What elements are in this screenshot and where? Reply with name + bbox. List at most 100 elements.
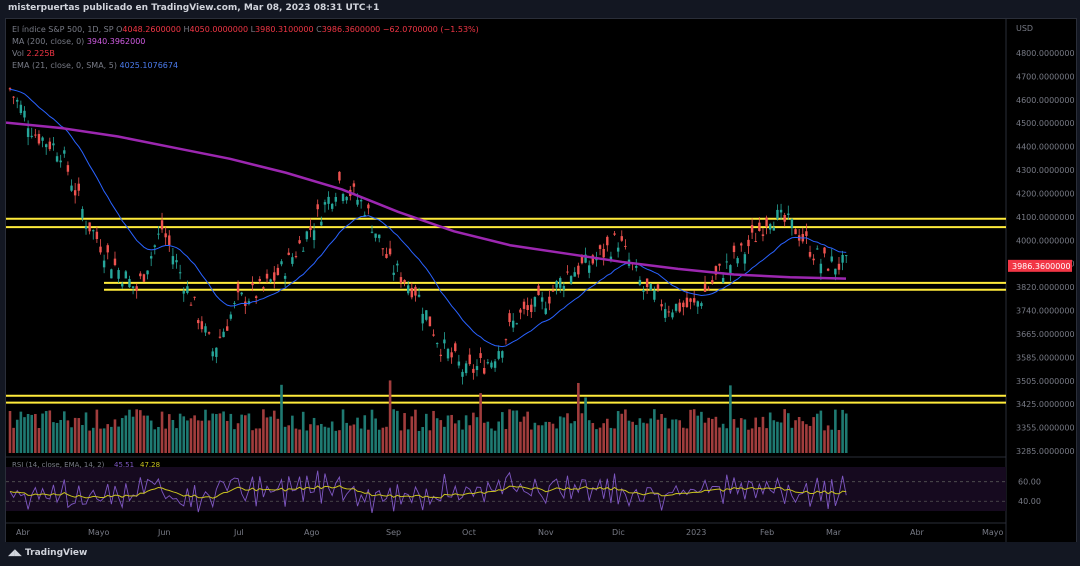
rsi-level-label: 60.00 (1018, 478, 1041, 487)
volume-bar (348, 425, 352, 453)
candle-body (287, 252, 290, 255)
candle-body (479, 353, 482, 358)
candle-body (682, 302, 685, 308)
candle-body (779, 209, 783, 213)
volume-bar (616, 411, 620, 453)
volume-bar (729, 385, 732, 453)
volume-bar (490, 428, 493, 453)
candle-body (540, 297, 544, 302)
volume-bar (783, 409, 786, 453)
volume-bar (779, 422, 783, 453)
volume-bar (624, 409, 627, 453)
candle-body (747, 239, 750, 247)
price-tick-label: 4600.0000000 (1016, 96, 1075, 105)
volume-bar (562, 417, 566, 453)
volume-bar (175, 428, 178, 453)
volume-bar (435, 418, 439, 453)
candle-body (309, 226, 312, 230)
chart-svg[interactable]: USD 4800.0000000 4700.0000000 4600.0000000 4… (5, 19, 1076, 543)
candle-body (81, 208, 84, 219)
candle-body (327, 196, 330, 204)
candle-body (63, 150, 66, 154)
candle-body (696, 301, 699, 307)
candle-body (772, 227, 776, 231)
candle-body (291, 257, 294, 264)
volume-bar (153, 429, 157, 453)
candle-body (689, 298, 692, 302)
chart-legend: El índice S&P 500, 1D, SP O4048.2600000 … (12, 24, 479, 72)
volume-bar (392, 409, 396, 453)
candle-body (12, 96, 15, 98)
volume-bar (142, 415, 146, 453)
candle-body (736, 258, 739, 264)
volume-bar (812, 417, 815, 453)
candle-body (819, 263, 823, 274)
ma200-line (5, 121, 847, 280)
legend-change: −62.0700000 (−1.53%) (382, 25, 479, 34)
legend-ma-label: MA (200, close, 0) (12, 37, 85, 46)
legend-ema-row: EMA (21, close, 0, SMA, 5) 4025.1076674 (12, 60, 479, 72)
rsi-ma-line (9, 485, 847, 499)
volume-bar (316, 425, 319, 453)
volume-bar (504, 429, 508, 453)
candle-body (88, 222, 91, 232)
volume-bar (193, 415, 196, 453)
volume-bar (787, 413, 790, 453)
volume-bar (291, 415, 294, 453)
price-tick-label: 3585.0000000 (1016, 353, 1075, 362)
candle-body (826, 268, 830, 271)
candle-body (606, 236, 609, 246)
tradingview-logo[interactable]: ◢◣ TradingView (8, 548, 87, 558)
legend-low-label: L (250, 25, 256, 34)
candle-body (330, 203, 334, 209)
volume-bar (233, 429, 236, 453)
chart-area[interactable]: USD 4800.0000000 4700.0000000 4600.0000000 4… (5, 18, 1077, 544)
volume-bar (486, 421, 490, 453)
volume-bar (645, 423, 649, 453)
last-price-label: 3986.3600000 (1012, 262, 1071, 271)
candle-body (45, 144, 48, 148)
volume-bar (446, 415, 450, 453)
candle-body (385, 254, 388, 258)
volume-bar (461, 429, 464, 453)
volume-bar (258, 428, 262, 453)
volume-bar (682, 427, 685, 453)
volume-bar (529, 429, 533, 453)
legend-ma-row: MA (200, close, 0) 3940.3962000 (12, 36, 479, 48)
volume-bar (178, 413, 182, 453)
candle-body (16, 99, 19, 102)
candle-body (501, 351, 504, 358)
candle-body (135, 286, 138, 291)
candle-body (77, 183, 80, 191)
candle-body (171, 256, 175, 265)
candle-body (504, 339, 508, 341)
candle-body (649, 283, 652, 291)
volume-bar (276, 418, 280, 453)
time-tick-label: Mayo (982, 528, 1004, 537)
volume-bar (732, 419, 736, 453)
volume-bar (298, 429, 301, 453)
candle-body (320, 221, 323, 226)
candle-body (620, 236, 623, 241)
candle-body (381, 248, 385, 250)
candle-body (19, 104, 23, 114)
volume-bar (710, 418, 714, 453)
volume-bar (262, 409, 265, 453)
volume-bar (638, 418, 642, 453)
volume-bar (700, 411, 703, 453)
candle-body (414, 286, 417, 296)
candle-body (48, 141, 52, 150)
candle-body (157, 233, 160, 235)
volume-bar (768, 412, 772, 453)
candle-body (117, 270, 120, 279)
volume-bar (229, 413, 233, 453)
volume-bar (211, 413, 215, 453)
volume-bar (312, 417, 316, 453)
candle-body (446, 348, 450, 359)
volume-bar (656, 419, 660, 453)
price-tick-label: 4500.0000000 (1016, 119, 1075, 128)
candle-body (559, 278, 562, 288)
volume-bar (739, 418, 743, 453)
candle-body (356, 199, 359, 205)
tradingview-logo-text: TradingView (24, 548, 88, 558)
